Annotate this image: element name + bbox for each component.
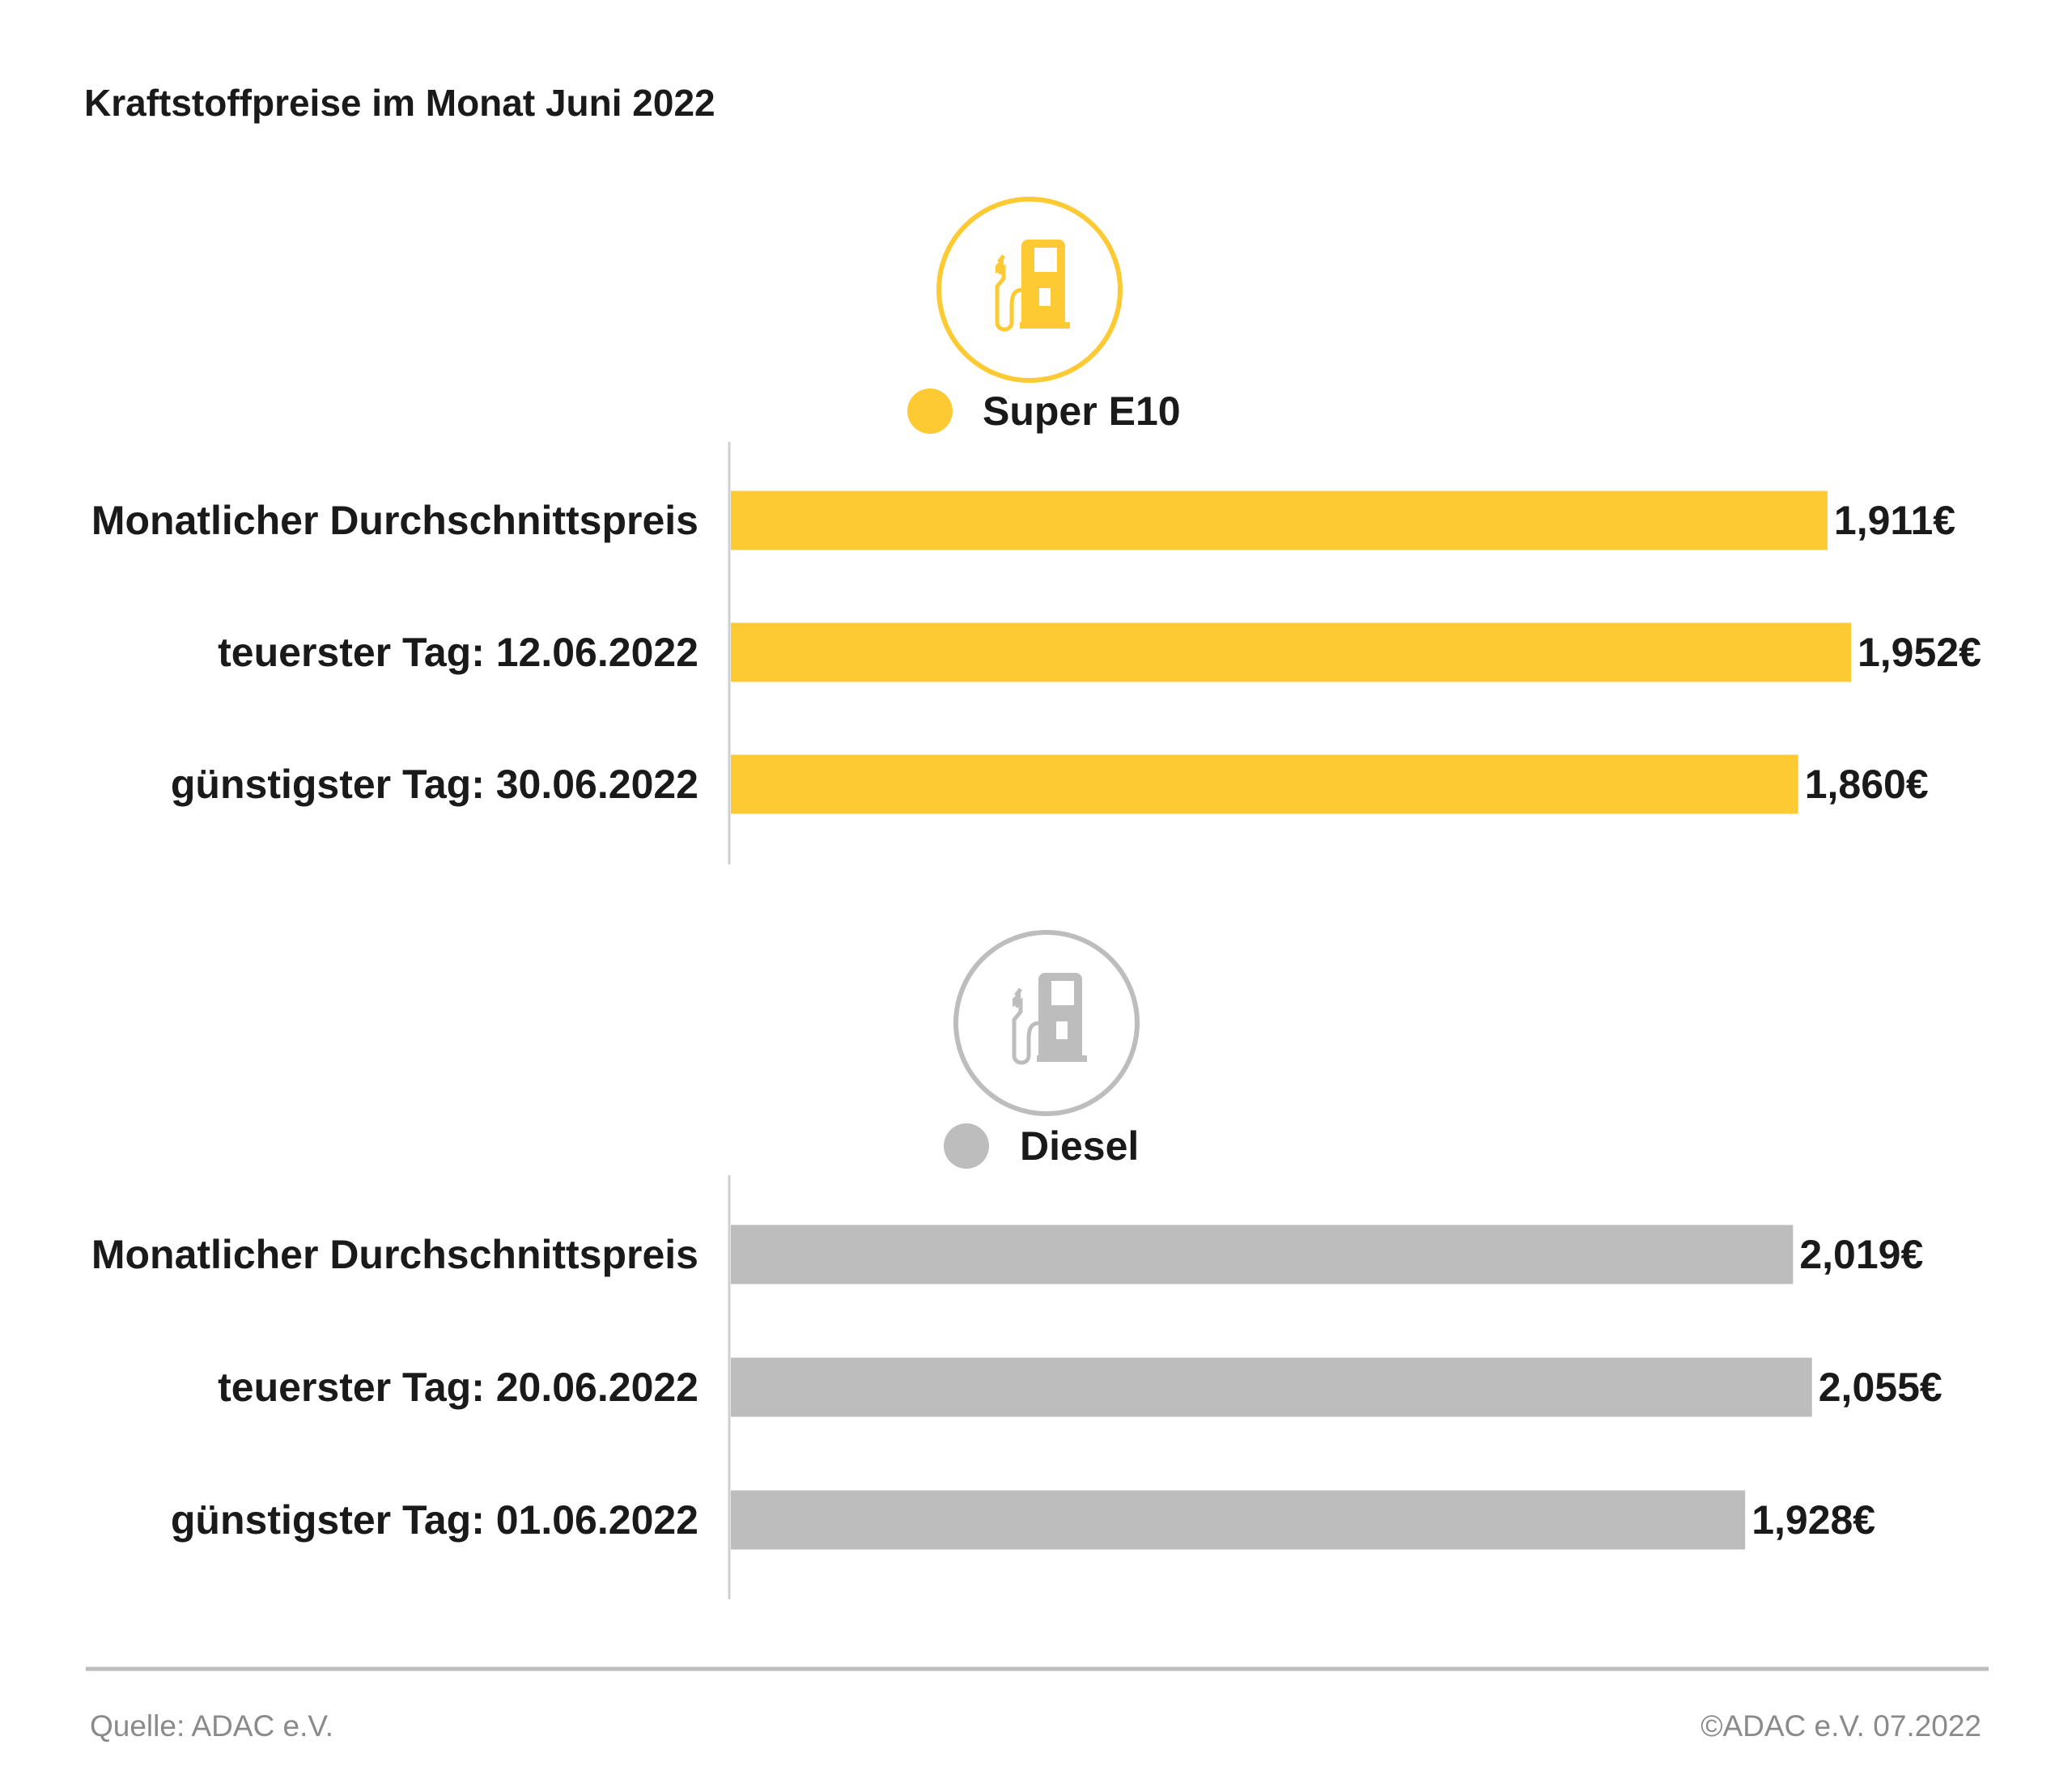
value-label: 1,952€ (1857, 630, 1981, 675)
value-label: 1,860€ (1804, 762, 1929, 807)
bar (731, 490, 1828, 550)
category-label: Monatlicher Durchschnittspreis (91, 498, 698, 543)
value-label: 2,055€ (1818, 1365, 1942, 1410)
legend-dot (944, 1123, 989, 1169)
fuel-pump-icon (953, 930, 1140, 1116)
fuel-pump-icon (936, 197, 1123, 383)
legend-label: Super E10 (983, 388, 1181, 434)
category-label: teuerster Tag: 20.06.2022 (218, 1365, 698, 1410)
value-label: 2,019€ (1799, 1232, 1924, 1277)
category-label: günstigster Tag: 30.06.2022 (170, 762, 698, 807)
bar (731, 754, 1798, 814)
bar (731, 1225, 1794, 1284)
chart-title: Kraftstoffpreise im Monat Juni 2022 (84, 82, 715, 124)
bar (731, 1490, 1746, 1550)
legend-label: Diesel (1020, 1123, 1140, 1169)
value-label: 1,928€ (1751, 1497, 1876, 1543)
category-label: teuerster Tag: 12.06.2022 (218, 630, 698, 675)
category-label: günstigster Tag: 01.06.2022 (170, 1497, 698, 1543)
category-label: Monatlicher Durchschnittspreis (91, 1232, 698, 1277)
source-note: Quelle: ADAC e.V. (90, 1709, 333, 1743)
legend-dot (907, 388, 953, 434)
value-label: 1,911€ (1833, 498, 1956, 543)
bar (731, 1357, 1812, 1417)
copyright-note: ©ADAC e.V. 07.2022 (1700, 1709, 1981, 1743)
bar (731, 622, 1851, 682)
